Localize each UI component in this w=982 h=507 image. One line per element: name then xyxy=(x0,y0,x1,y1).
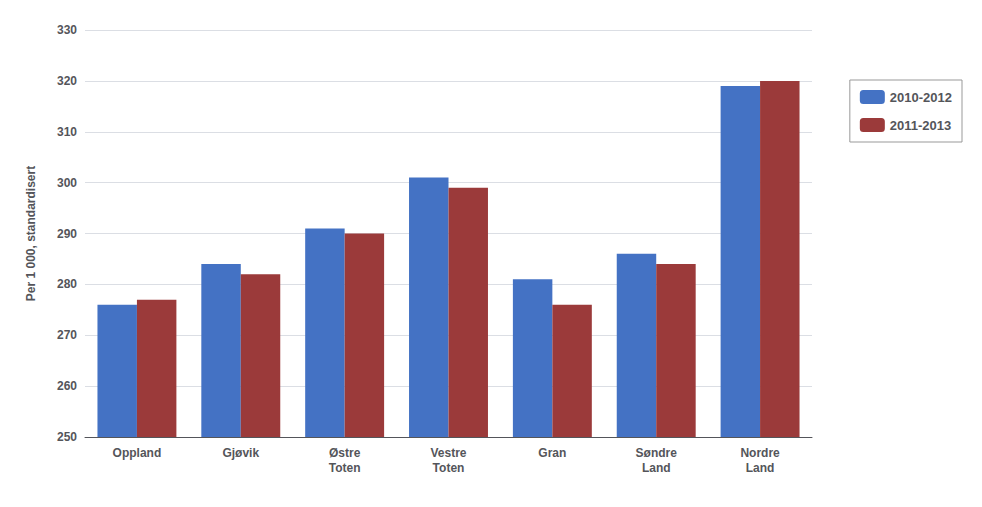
svg-text:300: 300 xyxy=(57,176,77,190)
svg-text:2010-2012: 2010-2012 xyxy=(890,90,952,105)
svg-text:Østre: Østre xyxy=(329,446,361,460)
svg-text:310: 310 xyxy=(57,125,77,139)
svg-text:Toten: Toten xyxy=(329,461,361,475)
svg-text:Gran: Gran xyxy=(538,446,566,460)
svg-text:Vestre: Vestre xyxy=(430,446,466,460)
svg-text:280: 280 xyxy=(57,277,77,291)
svg-text:290: 290 xyxy=(57,227,77,241)
svg-text:320: 320 xyxy=(57,74,77,88)
svg-text:Oppland: Oppland xyxy=(113,446,162,460)
svg-text:270: 270 xyxy=(57,328,77,342)
svg-text:Gjøvik: Gjøvik xyxy=(222,446,259,460)
svg-text:2011-2013: 2011-2013 xyxy=(890,118,951,133)
svg-text:Søndre: Søndre xyxy=(636,446,678,460)
svg-text:Toten: Toten xyxy=(433,461,465,475)
svg-text:Land: Land xyxy=(746,461,775,475)
svg-text:Land: Land xyxy=(642,461,671,475)
svg-text:250: 250 xyxy=(57,430,77,444)
svg-text:330: 330 xyxy=(57,23,77,37)
svg-text:260: 260 xyxy=(57,379,77,393)
svg-text:Per 1 000, standardisert: Per 1 000, standardisert xyxy=(24,166,38,301)
svg-text:Nordre: Nordre xyxy=(740,446,780,460)
